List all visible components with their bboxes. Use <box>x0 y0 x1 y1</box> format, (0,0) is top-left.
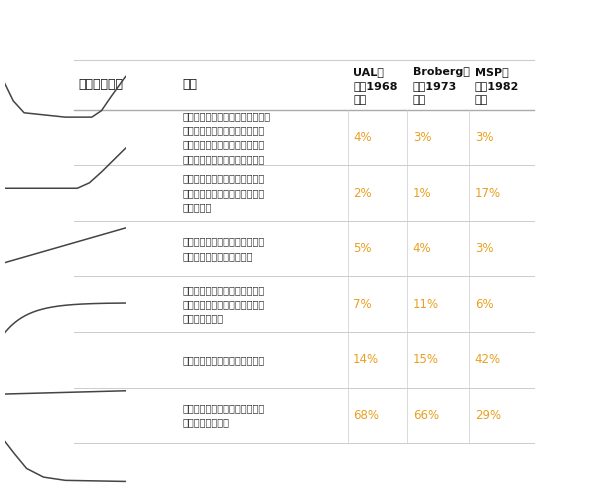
Text: 66%: 66% <box>413 409 439 422</box>
Text: 故障パターン: 故障パターン <box>79 78 124 91</box>
Text: 1%: 1% <box>413 187 432 200</box>
Text: 11%: 11% <box>413 298 439 311</box>
Text: 68%: 68% <box>353 409 379 422</box>
Text: バスタブカーブ型：初期不良のあ
と安定し、徐々に故障率が増加
する。ある一定の限界点を超え
ると故障率は急激に増加する。: バスタブカーブ型：初期不良のあ と安定し、徐々に故障率が増加 する。ある一定の限… <box>182 111 270 164</box>
Text: 3%: 3% <box>475 131 493 144</box>
Text: 初期不良を解決すると故障率は
低位に安定する。: 初期不良を解決すると故障率は 低位に安定する。 <box>182 403 264 428</box>
Text: UAL調
査（1968
年）: UAL調 査（1968 年） <box>353 67 397 105</box>
Text: 15%: 15% <box>413 353 439 367</box>
Text: 単純増加型：故障率が利用時間
とともに単純に増加する。: 単純増加型：故障率が利用時間 とともに単純に増加する。 <box>182 237 264 261</box>
Text: 2%: 2% <box>353 187 372 200</box>
Text: 故障率にほとんど変化はない。: 故障率にほとんど変化はない。 <box>182 355 264 365</box>
Text: 6%: 6% <box>475 298 493 311</box>
Text: 42%: 42% <box>475 353 501 367</box>
Text: 説明: 説明 <box>182 78 197 91</box>
Text: ある一定の故障率まで増加する
が、その後安定（低水準とは限
らない）する。: ある一定の故障率まで増加する が、その後安定（低水準とは限 らない）する。 <box>182 285 264 324</box>
Text: 29%: 29% <box>475 409 501 422</box>
Text: 初期不良はなく、ある一定の限
界点を越えると急激に故障率が
増加する。: 初期不良はなく、ある一定の限 界点を越えると急激に故障率が 増加する。 <box>182 174 264 213</box>
Text: 3%: 3% <box>475 242 493 255</box>
Text: 7%: 7% <box>353 298 372 311</box>
Text: 14%: 14% <box>353 353 379 367</box>
Text: 3%: 3% <box>413 131 431 144</box>
Text: 17%: 17% <box>475 187 501 200</box>
Text: 4%: 4% <box>413 242 432 255</box>
Text: 5%: 5% <box>353 242 372 255</box>
Text: Broberg調
査（1973
年）: Broberg調 査（1973 年） <box>413 67 470 105</box>
Text: MSP調
査（1982
年）: MSP調 査（1982 年） <box>475 67 519 105</box>
Text: 4%: 4% <box>353 131 372 144</box>
